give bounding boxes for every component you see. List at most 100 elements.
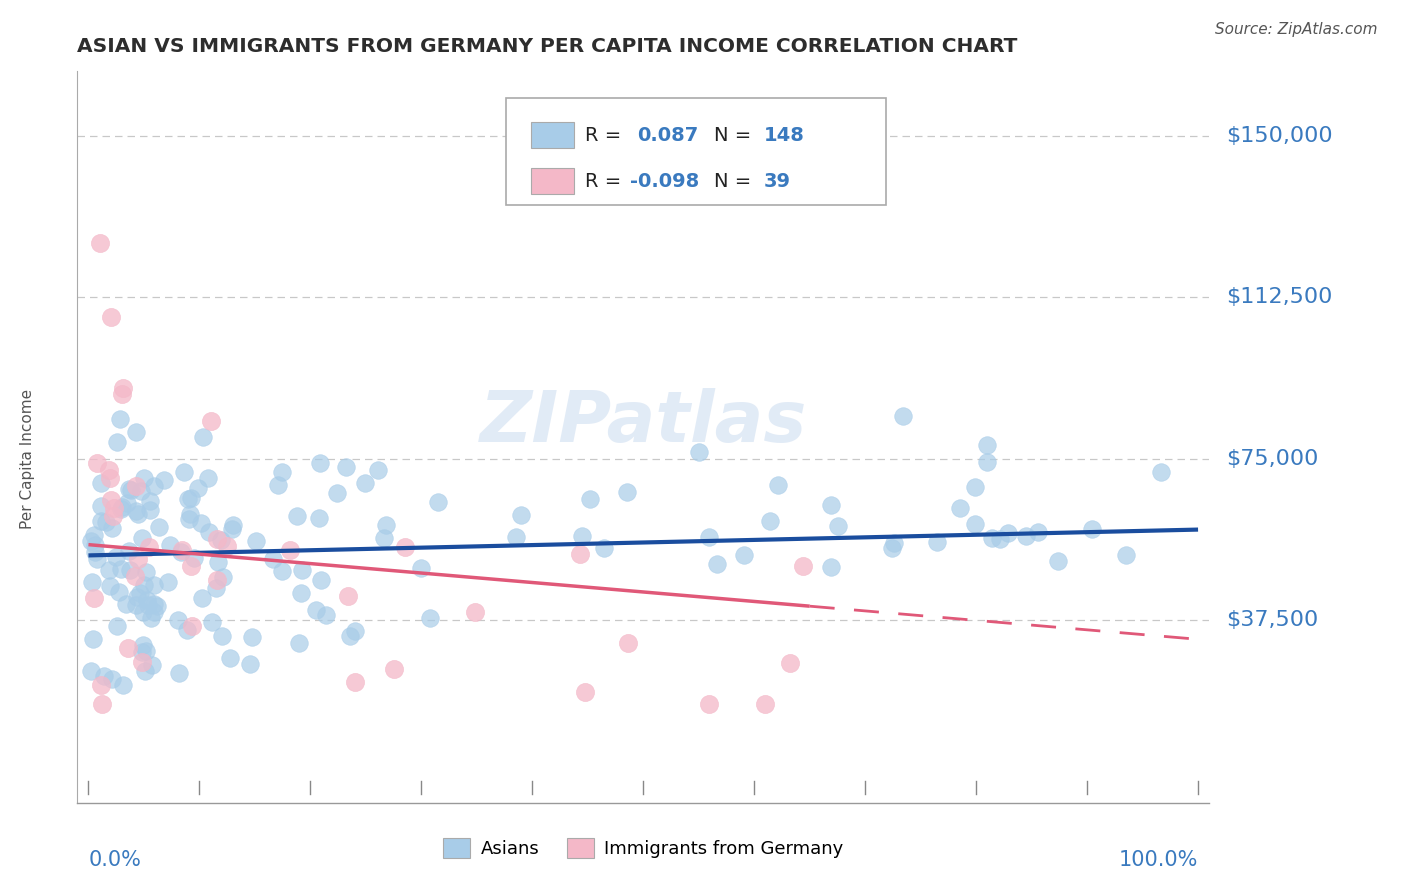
Point: [91, 697, 114, 711]
Point: [187, 481, 209, 495]
Point: [128, 586, 150, 600]
Point: [197, 471, 219, 485]
Point: [343, 624, 366, 639]
Text: ASIAN VS IMMIGRANTS FROM GERMANY PER CAPITA INCOME CORRELATION CHART: ASIAN VS IMMIGRANTS FROM GERMANY PER CAP…: [77, 37, 1018, 56]
Point: [571, 529, 593, 543]
Point: [1047, 554, 1070, 568]
Point: [779, 656, 801, 670]
Point: [108, 412, 131, 426]
Point: [120, 483, 142, 497]
Point: [98, 579, 121, 593]
Point: [579, 492, 602, 507]
Point: [190, 516, 212, 531]
Point: [101, 521, 124, 535]
Point: [308, 510, 330, 524]
Point: [125, 478, 148, 492]
Point: [97, 563, 120, 577]
Point: [166, 613, 188, 627]
Point: [344, 674, 367, 689]
Text: 0.0%: 0.0%: [89, 850, 141, 870]
Point: [177, 492, 200, 507]
Point: [157, 574, 180, 589]
Point: [135, 565, 157, 579]
Point: [792, 558, 814, 573]
Point: [117, 641, 139, 656]
Point: [949, 500, 972, 515]
Point: [127, 590, 149, 604]
Text: $112,500: $112,500: [1226, 287, 1331, 307]
Text: Per Capita Income: Per Capita Income: [20, 389, 35, 529]
Point: [239, 657, 262, 671]
Point: [893, 409, 915, 423]
Point: [138, 598, 160, 612]
Point: [115, 496, 138, 510]
Point: [136, 592, 159, 607]
Point: [880, 541, 903, 555]
Point: [353, 475, 375, 490]
Point: [197, 524, 219, 539]
Point: [271, 465, 294, 479]
Text: N =: N =: [714, 126, 751, 145]
Legend: Asians, Immigrants from Germany: Asians, Immigrants from Germany: [434, 829, 852, 867]
Point: [305, 603, 328, 617]
Point: [84, 538, 107, 552]
Point: [143, 605, 166, 619]
Point: [221, 523, 243, 537]
Point: [754, 697, 776, 711]
Text: -0.098: -0.098: [630, 171, 699, 191]
Point: [266, 477, 288, 491]
Point: [217, 539, 239, 553]
Point: [86, 552, 108, 566]
Point: [271, 564, 294, 578]
Point: [148, 520, 170, 534]
Point: [105, 434, 128, 449]
Text: N =: N =: [714, 171, 751, 191]
Point: [103, 509, 125, 524]
Point: [569, 547, 592, 561]
Point: [758, 514, 780, 528]
Point: [94, 515, 117, 529]
Point: [211, 629, 233, 643]
Point: [86, 457, 108, 471]
Point: [176, 624, 198, 638]
Point: [183, 551, 205, 566]
Point: [82, 632, 104, 646]
Point: [138, 541, 160, 555]
Point: [963, 480, 986, 494]
Text: ZIPatlas: ZIPatlas: [479, 388, 807, 457]
Point: [240, 630, 263, 644]
Point: [103, 501, 125, 516]
Point: [118, 563, 141, 577]
Point: [179, 507, 201, 521]
Point: [706, 557, 728, 571]
Point: [191, 591, 214, 605]
Point: [326, 486, 349, 500]
Point: [141, 658, 163, 673]
Text: $37,500: $37,500: [1226, 610, 1317, 630]
Point: [315, 608, 337, 623]
Point: [127, 507, 149, 521]
Point: [337, 590, 360, 604]
Point: [373, 531, 395, 545]
Text: R =: R =: [585, 126, 621, 145]
Point: [309, 456, 332, 470]
Point: [143, 479, 166, 493]
Point: [616, 636, 638, 650]
Point: [280, 543, 302, 558]
Point: [593, 541, 616, 555]
Point: [263, 551, 285, 566]
Point: [127, 551, 149, 566]
Point: [125, 598, 148, 612]
Text: $150,000: $150,000: [1226, 126, 1333, 146]
Point: [134, 578, 156, 592]
Text: 100.0%: 100.0%: [1119, 850, 1198, 870]
Point: [132, 638, 155, 652]
Point: [820, 498, 842, 512]
Point: [218, 650, 240, 665]
Point: [205, 573, 228, 587]
Point: [191, 430, 214, 444]
Point: [129, 483, 152, 498]
Point: [98, 463, 121, 477]
Point: [134, 664, 156, 678]
Point: [146, 599, 169, 613]
